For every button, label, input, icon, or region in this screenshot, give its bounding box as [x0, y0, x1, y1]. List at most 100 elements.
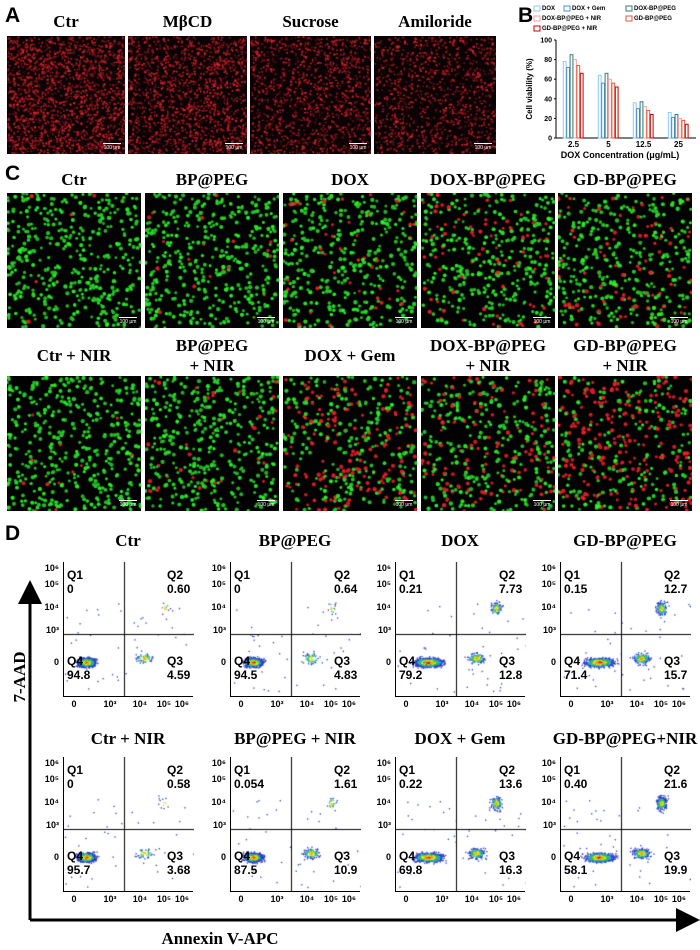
panel-c-micrograph: 100 μm: [558, 376, 692, 511]
flow-y-tick: 10⁴: [211, 602, 226, 612]
flow-plot: [63, 757, 194, 892]
legend-label: DOX-BP@PEG + NIR: [542, 16, 602, 22]
panel-c-label: GD-BP@PEG: [573, 170, 677, 189]
flow-x-tick: 10³: [435, 894, 449, 904]
bar: [632, 102, 637, 139]
bar: [639, 101, 644, 139]
scale-bar-label: 100 μm: [257, 319, 275, 325]
quadrant-value-q2: 7.73: [499, 582, 523, 596]
quadrant-name-q2: Q2: [167, 763, 184, 777]
flow-plot: [63, 562, 194, 697]
panel-c-label-line1: GD-BP@PEG: [573, 336, 677, 355]
scale-bar-label: 100 μm: [257, 502, 275, 508]
flow-y-tick: 10⁶: [44, 563, 59, 573]
flow-x-tick: 10⁶: [341, 699, 357, 709]
flow-x-tick: 10⁵: [488, 699, 504, 709]
flow-x-tick: 10⁴: [132, 699, 148, 709]
quadrant-name-q4: Q4: [399, 849, 416, 863]
flow-y-tick: 0: [550, 657, 556, 667]
flow-y-tick: 10⁴: [541, 602, 556, 612]
quadrant-name-q2: Q2: [664, 568, 681, 582]
bar: [667, 112, 672, 139]
flow-x-tick: 10⁵: [653, 894, 669, 904]
flow-x-tick: 10⁴: [629, 894, 645, 904]
flow-x-tick: 0: [238, 894, 244, 904]
bar: [566, 66, 571, 139]
quadrant-name-q2: Q2: [664, 763, 681, 777]
quadrant-name-q4: Q4: [564, 849, 581, 863]
flow-y-tick: 10⁶: [376, 758, 391, 768]
flow-x-tick: 0: [71, 894, 77, 904]
legend-swatch: [563, 5, 571, 12]
panel-c-micrograph: 100 μm: [7, 193, 141, 328]
quadrant-name-q1: Q1: [234, 568, 251, 582]
quadrant-value-q1: 0.40: [564, 777, 588, 791]
flow-plot-title: BP@PEG: [258, 531, 332, 550]
scale-bar-label: 100 μm: [119, 319, 137, 325]
flow-y-tick: 10⁵: [44, 579, 59, 589]
quadrant-name-q2: Q2: [499, 568, 516, 582]
panel-c-micrograph: 100 μm: [145, 193, 279, 328]
flow-y-tick: 10³: [45, 820, 59, 830]
quadrant-value-q4: 95.7: [67, 863, 91, 877]
flow-x-tick: 10⁶: [174, 699, 190, 709]
flow-y-tick: 0: [53, 852, 59, 862]
scale-bar-label: 100 μm: [103, 145, 121, 151]
scale-bar-label: 100 μm: [225, 145, 243, 151]
quadrant-name-q4: Q4: [234, 654, 251, 668]
bar: [646, 110, 651, 139]
flow-plot: [230, 562, 361, 697]
bar: [579, 72, 584, 139]
legend-swatch: [625, 5, 633, 12]
bar: [614, 86, 619, 139]
legend-entry: DOX-BP@PEG: [625, 5, 676, 12]
quadrant-value-q4: 69.8: [399, 863, 423, 877]
legend-entry: DOX + Gem: [563, 5, 605, 12]
flow-y-tick: 10⁶: [211, 563, 226, 573]
quadrant-value-q4: 87.5: [234, 863, 258, 877]
quadrant-value-q1: 0.22: [399, 777, 423, 791]
flow-y-tick: 10⁵: [376, 774, 391, 784]
legend-label: DOX-BP@PEG: [634, 6, 676, 12]
flow-plot-title: GD-BP@PEG+NIR: [552, 729, 698, 748]
flow-y-tick: 10³: [542, 820, 556, 830]
panel-c-micrograph: 100 μm: [558, 193, 692, 328]
flow-x-tick: 10⁶: [671, 894, 687, 904]
bar: [608, 78, 612, 139]
flow-y-tick: 10⁵: [541, 774, 556, 784]
scale-bar-label: 100 μm: [670, 319, 688, 325]
x-tick-label: 5: [606, 140, 611, 149]
flow-y-tick: 10³: [212, 625, 226, 635]
flow-x-tick: 0: [403, 699, 409, 709]
flow-y-tick: 10⁶: [376, 563, 391, 573]
scale-bar: 100 μm: [474, 143, 492, 151]
legend-label: DOX: [542, 6, 555, 12]
x-axis-label-annexin: Annexin V-APC: [161, 929, 279, 948]
scale-bar-label: 100 μm: [349, 145, 367, 151]
quadrant-name-q1: Q1: [564, 763, 581, 777]
legend-swatch: [625, 15, 633, 22]
flow-y-tick: 10⁴: [44, 797, 59, 807]
panel-c-micrograph: 100 μm: [421, 376, 555, 511]
scale-bar-label: 100 μm: [119, 502, 137, 508]
flow-plot-title: Ctr: [115, 531, 141, 550]
quadrant-value-q2: 1.61: [334, 777, 358, 791]
flow-y-tick: 10⁴: [541, 797, 556, 807]
quadrant-name-q2: Q2: [167, 568, 184, 582]
quadrant-value-q1: 0: [67, 582, 74, 596]
legend-entry: DOX-BP@PEG + NIR: [533, 15, 602, 22]
flow-x-tick: 10⁵: [653, 699, 669, 709]
flow-x-tick: 10⁴: [299, 699, 315, 709]
panel-letter-b: B: [518, 4, 534, 27]
bar: [681, 119, 686, 139]
flow-plot: [560, 562, 691, 697]
flow-y-tick: 10⁵: [376, 579, 391, 589]
flow-x-tick: 10⁵: [323, 699, 339, 709]
flow-plot: [395, 562, 526, 697]
flow-x-tick: 0: [238, 699, 244, 709]
quadrant-name-q3: Q3: [664, 849, 681, 863]
legend-label: GD-BP@PEG + NIR: [542, 26, 598, 32]
scale-bar-label: 100 μm: [474, 145, 492, 151]
flow-y-tick: 0: [385, 657, 391, 667]
scale-bar: 100 μm: [257, 317, 275, 325]
